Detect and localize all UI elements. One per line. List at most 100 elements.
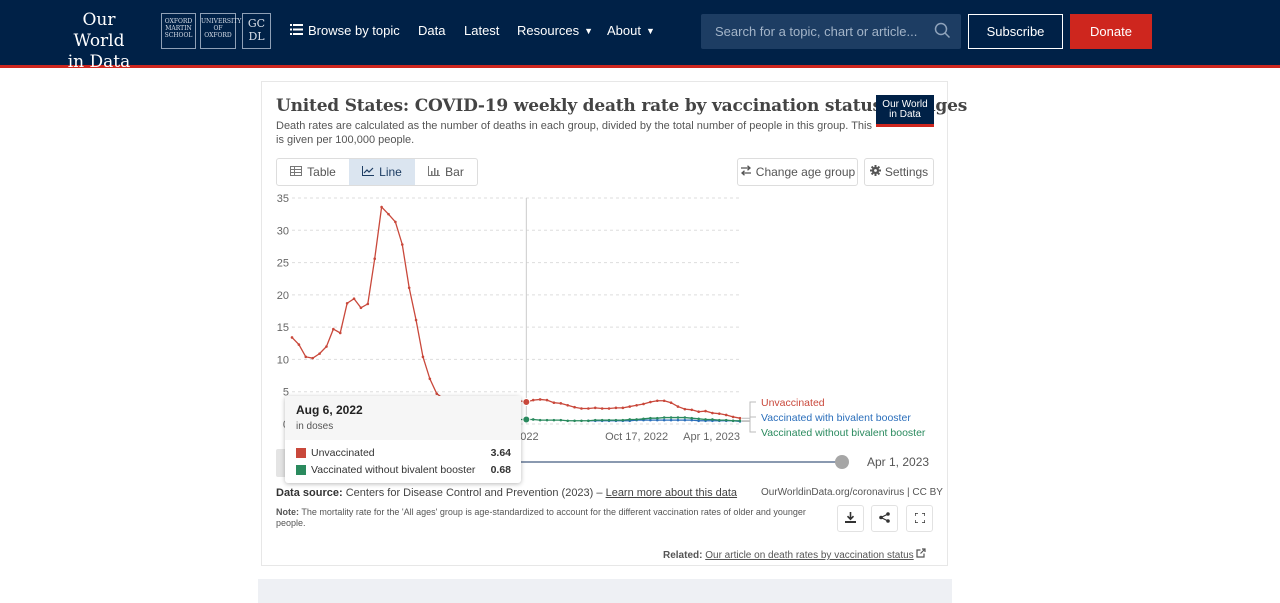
nav-resources[interactable]: Resources ▼	[517, 23, 593, 38]
data-point	[711, 411, 714, 415]
fullscreen-button[interactable]	[906, 505, 933, 532]
change-age-label: Change age group	[755, 165, 856, 179]
data-point	[676, 416, 680, 419]
legend-connector	[742, 401, 756, 419]
tab-bar-label: Bar	[445, 165, 464, 179]
data-point	[345, 301, 349, 305]
license-text[interactable]: OurWorldinData.org/coronavirus | CC BY	[761, 487, 943, 498]
subscribe-button[interactable]: Subscribe	[968, 14, 1063, 49]
caret-down-icon: ▼	[645, 25, 655, 36]
oxford-university-logo[interactable]: UNIVERSITY OF OXFORD	[200, 13, 241, 49]
data-point	[318, 352, 321, 355]
gcdl-logo[interactable]: GC DL	[242, 13, 271, 49]
gear-icon	[869, 165, 881, 179]
data-point	[614, 418, 618, 422]
data-point	[600, 418, 604, 422]
data-point	[669, 401, 673, 404]
tooltip-row-value: 3.64	[490, 447, 511, 459]
search-icon[interactable]	[934, 22, 951, 44]
data-point	[607, 407, 611, 410]
download-button[interactable]	[837, 505, 864, 532]
owid-badge[interactable]: Our World in Data	[876, 95, 934, 127]
data-point	[538, 418, 542, 422]
hover-marker	[522, 415, 531, 424]
nav-resources-label: Resources	[517, 23, 580, 38]
data-point	[359, 306, 363, 310]
learn-more-link[interactable]: Learn more about this data	[605, 487, 738, 499]
data-point	[738, 416, 742, 420]
data-point	[607, 418, 611, 422]
legend-connector	[742, 420, 756, 433]
logo-line1: Our World	[73, 10, 125, 51]
data-point	[428, 377, 432, 381]
tooltip-row-vaccinated-without-booster: Vaccinated without bivalent booster 0.68	[296, 464, 511, 476]
data-point	[718, 418, 721, 422]
swap-icon	[740, 165, 752, 179]
data-point	[669, 416, 673, 419]
data-point	[580, 407, 583, 410]
data-point	[573, 405, 576, 409]
legend-connector	[742, 416, 756, 422]
oxford-martin-logo[interactable]: OXFORD MARTIN SCHOOL	[161, 13, 196, 49]
site-header: Our World in Data OXFORD MARTIN SCHOOL U…	[0, 0, 1280, 72]
timeline-end-handle[interactable]	[835, 455, 849, 469]
y-tick-label: 10	[277, 354, 289, 366]
badge-line1: Our World	[882, 99, 928, 110]
line-chart-icon	[362, 165, 375, 179]
data-point	[414, 318, 418, 322]
data-point	[373, 257, 377, 260]
owid-logo[interactable]: Our World in Data	[56, 10, 142, 73]
search-input[interactable]	[715, 24, 925, 39]
external-link-icon[interactable]	[916, 548, 927, 561]
logo-line2: in Data	[67, 52, 131, 72]
data-point	[676, 405, 680, 408]
data-point	[655, 416, 659, 420]
data-point	[731, 415, 735, 419]
data-point	[380, 205, 383, 209]
share-button[interactable]	[871, 505, 898, 532]
data-point	[649, 416, 652, 420]
related-article: Related: Our article on death rates by v…	[663, 548, 927, 561]
nav-latest[interactable]: Latest	[464, 23, 500, 38]
tab-table[interactable]: Table	[277, 159, 349, 185]
related-article-link[interactable]: Our article on death rates by vaccinatio…	[705, 550, 914, 561]
data-point	[655, 399, 659, 403]
list-icon	[290, 23, 303, 38]
data-point	[394, 220, 397, 224]
tab-table-label: Table	[307, 165, 336, 179]
data-point	[621, 418, 625, 422]
donate-button[interactable]: Donate	[1070, 14, 1152, 49]
data-point	[587, 407, 590, 410]
hover-marker	[522, 398, 531, 407]
data-source: Data source: Centers for Disease Control…	[276, 487, 737, 499]
x-tick-label: Oct 17, 2022	[605, 431, 668, 443]
y-tick-label: 30	[277, 225, 289, 237]
data-point	[552, 418, 556, 422]
legend-label: Vaccinated with bivalent booster	[761, 412, 911, 424]
tab-line-label: Line	[379, 165, 402, 179]
data-point	[421, 355, 425, 359]
nav-browse-by-topic[interactable]: Browse by topic	[290, 23, 400, 38]
data-point	[332, 327, 335, 331]
tab-bar[interactable]: Bar	[415, 159, 477, 185]
tab-line[interactable]: Line	[349, 159, 415, 185]
data-point	[352, 297, 356, 301]
y-tick-label: 35	[277, 193, 289, 205]
data-point	[559, 402, 563, 405]
data-point	[697, 417, 700, 421]
data-point	[718, 412, 721, 415]
timeline-track[interactable]	[520, 461, 842, 463]
data-point	[697, 419, 700, 423]
change-age-group-button[interactable]: Change age group	[737, 158, 858, 186]
data-point	[683, 407, 687, 411]
data-point	[662, 418, 666, 422]
settings-label: Settings	[884, 165, 929, 179]
data-point	[711, 418, 714, 421]
nav-data[interactable]: Data	[418, 23, 446, 38]
data-point	[311, 356, 314, 360]
data-point	[649, 400, 652, 404]
nav-about[interactable]: About ▼	[607, 23, 655, 38]
data-point	[304, 355, 308, 359]
settings-button[interactable]: Settings	[864, 158, 934, 186]
